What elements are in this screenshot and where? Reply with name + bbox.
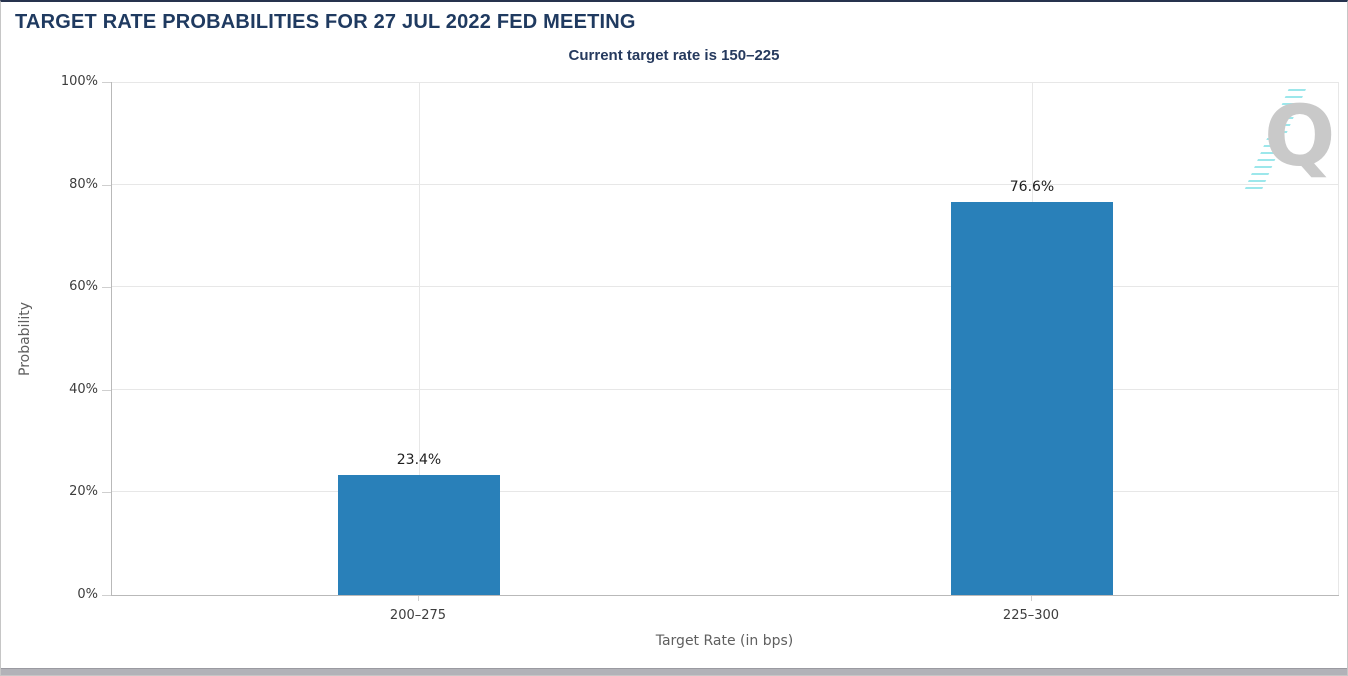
bar-value-label: 23.4%: [396, 452, 442, 468]
y-gridline: [112, 82, 1339, 83]
y-tick-label: 60%: [69, 279, 98, 295]
y-tick-mark: [102, 287, 111, 289]
x-tick-mark: [1031, 596, 1032, 601]
y-tick-label: 0%: [77, 587, 98, 602]
x-axis-title: Target Rate (in bps): [655, 633, 794, 649]
y-tick-mark: [102, 492, 111, 494]
chart-subtitle: Current target rate is 150–225: [568, 47, 780, 64]
y-tick-label: 100%: [60, 74, 98, 89]
bar: [338, 475, 500, 595]
bar: [951, 202, 1113, 595]
x-tick-label: 225–300: [1002, 608, 1060, 623]
y-gridline: [112, 388, 1339, 390]
y-tick-label: 20%: [69, 484, 98, 500]
y-gridline: [112, 183, 1339, 185]
y-tick-label: 80%: [69, 176, 98, 192]
y-gridline: [112, 491, 1339, 493]
y-gridline: [112, 286, 1339, 288]
x-tick-mark: [418, 596, 419, 601]
y-axis-title: Probability: [17, 301, 33, 376]
bar-value-label: 76.6%: [1009, 179, 1055, 195]
quandl-q-logo-icon: Q: [1264, 87, 1336, 185]
plot-right-border: [1338, 82, 1339, 595]
y-tick-label: 40%: [69, 381, 98, 397]
y-tick-mark: [102, 389, 111, 391]
y-tick-mark: [102, 595, 111, 596]
plot-area: 23.4% 76.6%: [111, 82, 1339, 596]
y-tick-mark: [102, 82, 111, 83]
x-gridline: [419, 82, 420, 595]
y-tick-mark: [102, 184, 111, 186]
chart-title: TARGET RATE PROBABILITIES FOR 27 JUL 202…: [15, 11, 636, 33]
horizontal-scrollbar[interactable]: [1, 668, 1347, 675]
x-tick-label: 200–275: [389, 608, 447, 623]
